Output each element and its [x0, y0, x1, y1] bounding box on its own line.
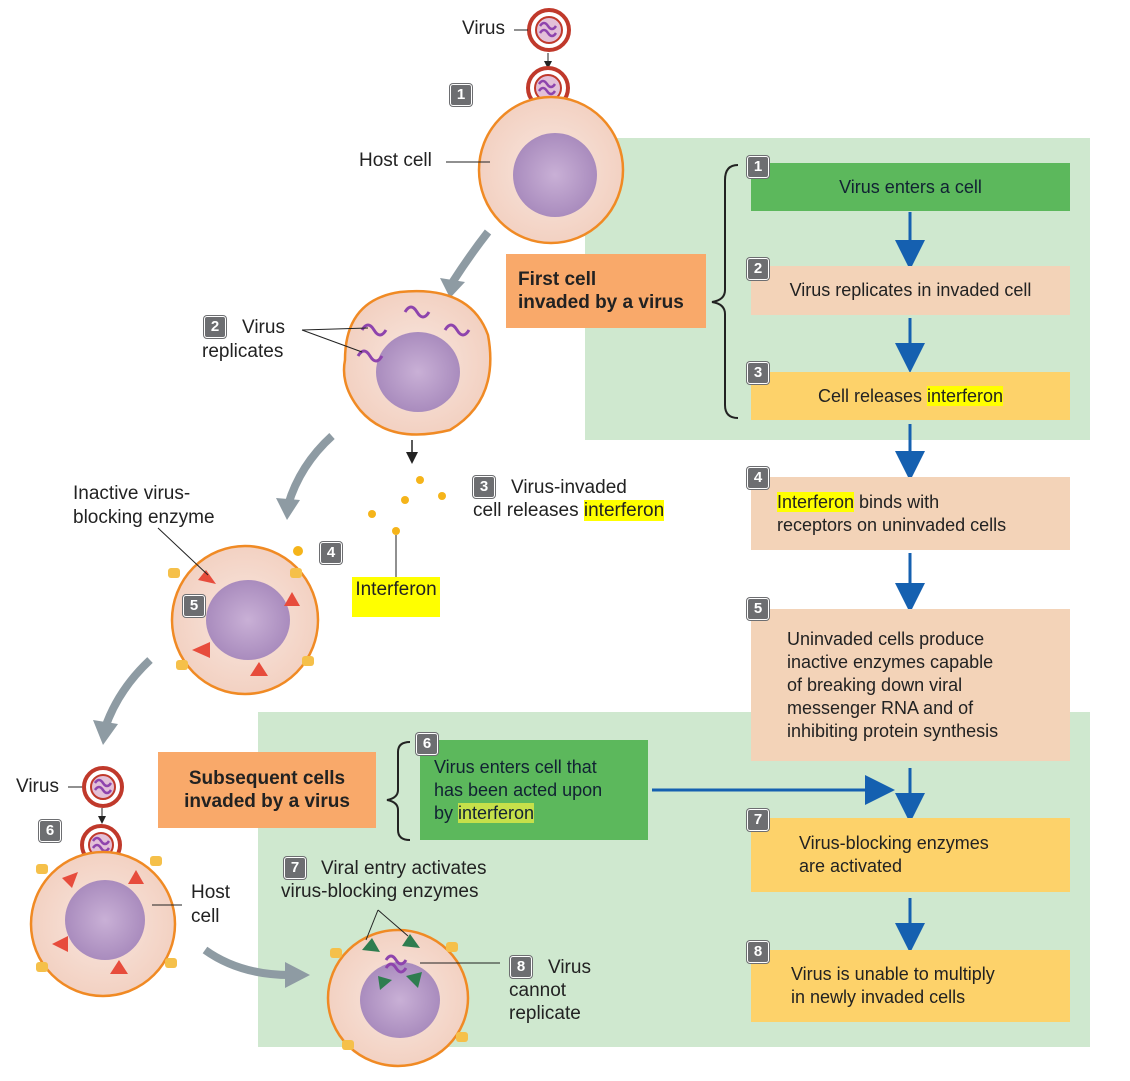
host-cell-2-replicating — [342, 289, 492, 436]
badge-4-left: 4 — [320, 542, 342, 564]
flow-step-4: Interferon binds with receptors on uninva… — [751, 477, 1070, 550]
virus-icon-top-free — [527, 8, 571, 52]
badge-5-left: 5 — [183, 595, 205, 617]
host-cell-1 — [477, 95, 625, 245]
subsequent-cells-group-box: Subsequent cells invaded by a virus — [158, 752, 376, 828]
uninvaded-cell — [168, 544, 320, 696]
flow-step-3: Cell releases interferon — [751, 372, 1070, 420]
virus-label-top: Virus — [462, 18, 505, 39]
step3-label-line2: cell releases interferon — [473, 500, 665, 521]
flow-step-5: Uninvaded cells produce inactive enzymes… — [751, 609, 1070, 761]
flow-step-8: Virus is unable to multiply in newly inva… — [751, 950, 1070, 1022]
badge-4-flow: 4 — [747, 467, 769, 489]
flow-3-interferon-highlight: interferon — [927, 385, 1004, 406]
badge-7-flow: 7 — [747, 809, 769, 831]
flow-step-7: Virus-blocking enzymes are activated — [751, 818, 1070, 892]
badge-3-flow: 3 — [747, 362, 769, 384]
badge-8-left: 8 — [510, 956, 532, 978]
host-cell-bottom — [29, 850, 177, 998]
virus-label-bottom: Virus — [16, 776, 59, 797]
flow-6-interferon-highlight: interferon — [458, 802, 535, 823]
inactive-enzyme-line1: Inactive virus- — [73, 483, 191, 504]
virus-replicates-line2: replicates — [202, 341, 284, 362]
step3-interferon-highlight: interferon — [583, 500, 665, 521]
flow-step-1: Virus enters a cell — [751, 163, 1070, 211]
badge-7-left: 7 — [284, 857, 306, 879]
badge-5-flow: 5 — [747, 598, 769, 620]
protected-cell — [326, 928, 470, 1068]
inactive-enzyme-line2: blocking enzyme — [73, 507, 215, 528]
badge-2-flow: 2 — [747, 258, 769, 280]
flow-step-2: Virus replicates in invaded cell — [751, 266, 1070, 315]
host-cell-bottom-line2: cell — [191, 906, 220, 927]
step8-label-line2: cannot — [509, 980, 567, 1001]
step7-label-line2: virus-blocking enzymes — [281, 881, 479, 902]
virus-replicates-line1: Virus — [242, 317, 285, 338]
badge-8-flow: 8 — [747, 941, 769, 963]
badge-2-left: 2 — [204, 316, 226, 338]
host-cell-bottom-line1: Host — [191, 882, 231, 903]
interferon-label: Interferon — [352, 577, 440, 617]
badge-3-left: 3 — [473, 476, 495, 498]
flow-step-6: Virus enters cell that has been acted up… — [420, 740, 648, 840]
flow-4-interferon-highlight: Interferon — [777, 491, 855, 512]
step8-label-line1: Virus — [548, 957, 591, 978]
badge-6-left: 6 — [39, 820, 61, 842]
badge-1-left: 1 — [450, 84, 472, 106]
badge-6-flow: 6 — [416, 733, 438, 755]
virus-icon-bottom-free — [82, 766, 124, 808]
first-cell-group-box: First cell invaded by a virus — [506, 254, 706, 328]
interferon-particles — [293, 476, 446, 556]
step3-label-line1: Virus-invaded — [511, 477, 627, 498]
step8-label-line3: replicate — [509, 1003, 581, 1024]
host-cell-label-top: Host cell — [359, 150, 432, 171]
step7-label-line1: Viral entry activates — [321, 858, 487, 879]
badge-1-flow: 1 — [747, 156, 769, 178]
